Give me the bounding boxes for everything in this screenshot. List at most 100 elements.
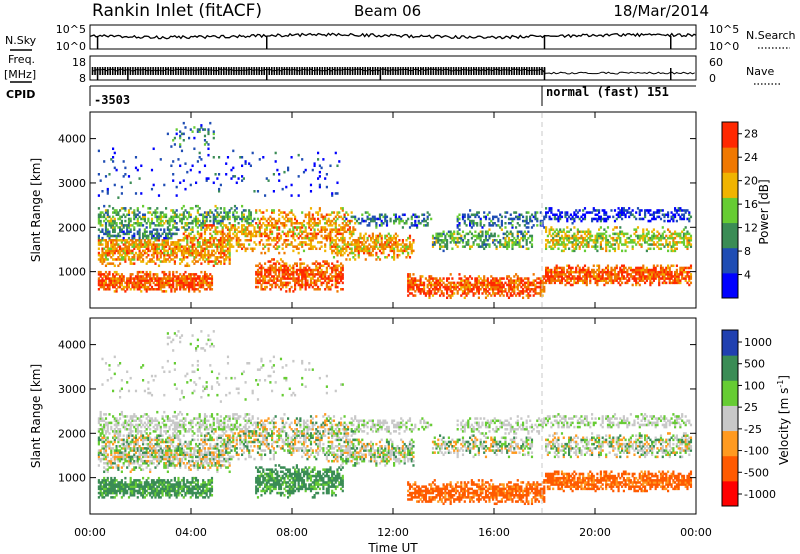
heatmap-cell	[619, 230, 622, 234]
heatmap-cell	[189, 183, 192, 187]
heatmap-cell	[375, 241, 378, 244]
heatmap-cell	[580, 277, 583, 280]
heatmap-cell	[304, 270, 307, 274]
heatmap-cell	[143, 288, 146, 291]
heatmap-cell	[104, 258, 108, 261]
heatmap-cell	[592, 275, 595, 278]
heatmap-cell	[560, 211, 564, 214]
heatmap-cell	[635, 281, 638, 285]
heatmap-cell	[127, 249, 131, 253]
heatmap-cell	[605, 277, 608, 280]
heatmap-cell	[483, 239, 486, 242]
heatmap-cell	[416, 279, 419, 282]
heatmap-cell	[559, 275, 562, 278]
heatmap-cell	[311, 168, 314, 172]
heatmap-cell	[615, 277, 618, 280]
heatmap-cell	[172, 283, 175, 287]
heatmap-cell	[159, 211, 162, 214]
heatmap-cell	[545, 207, 548, 210]
heatmap-cell	[320, 166, 323, 170]
heatmap-cell	[571, 266, 574, 270]
heatmap-cell	[325, 268, 328, 272]
heatmap-cell	[492, 217, 495, 221]
heatmap-cell	[108, 173, 111, 176]
freq-trace	[91, 67, 695, 80]
heatmap-cell	[476, 279, 479, 282]
heatmap-cell	[580, 219, 583, 223]
heatmap-cell	[124, 256, 127, 259]
heatmap-cell	[550, 211, 553, 214]
heatmap-cell	[138, 230, 141, 234]
heatmap-cell	[423, 285, 426, 289]
heatmap-cell	[221, 256, 224, 259]
heatmap-cell	[173, 241, 176, 244]
heatmap-cell	[210, 226, 214, 229]
heatmap-cell	[458, 277, 461, 280]
heatmap-cell	[207, 143, 210, 146]
heatmap-cell	[633, 277, 636, 280]
heatmap-cell	[315, 288, 318, 291]
heatmap-cell	[520, 290, 523, 293]
heatmap-cell	[578, 245, 581, 248]
heatmap-cell	[235, 207, 238, 210]
heatmap-cell	[624, 232, 627, 236]
heatmap-cell	[302, 230, 306, 234]
heatmap-cell	[122, 275, 125, 278]
heatmap-cell	[334, 277, 337, 280]
heatmap-cell	[633, 279, 636, 282]
heatmap-cell	[203, 211, 207, 214]
heatmap-cell	[622, 232, 625, 236]
heatmap-cell	[159, 224, 162, 227]
heatmap-cell	[195, 260, 198, 263]
heatmap-cell	[433, 285, 436, 289]
heatmap-cell	[621, 249, 624, 253]
heatmap-cell	[451, 292, 454, 295]
heatmap-cell	[189, 168, 192, 172]
heatmap-cell	[387, 243, 390, 246]
heatmap-cell	[324, 226, 327, 229]
heatmap-cell	[477, 292, 480, 295]
heatmap-cell	[191, 247, 194, 251]
heatmap-cell	[271, 266, 274, 270]
heatmap-cell	[295, 268, 298, 272]
heatmap-cell	[223, 211, 226, 214]
heatmap-cell	[292, 270, 295, 274]
heatmap-cell	[626, 273, 629, 276]
heatmap-cell	[636, 268, 640, 272]
heatmap-cell	[511, 243, 514, 246]
heatmap-cell	[309, 224, 313, 227]
heatmap-cell	[207, 226, 210, 229]
heatmap-cell	[157, 283, 161, 287]
heatmap-cell	[605, 281, 608, 285]
heatmap-cell	[157, 258, 161, 261]
heatmap-cell	[287, 277, 290, 280]
heatmap-cell	[182, 215, 185, 219]
heatmap-cell	[269, 266, 272, 270]
heatmap-cell	[499, 241, 502, 244]
heatmap-cell	[557, 270, 560, 274]
heatmap-cell	[209, 215, 212, 219]
heatmap-cell	[553, 268, 556, 272]
heatmap-cell	[644, 215, 647, 219]
heatmap-cell	[568, 215, 571, 219]
cpid-row: CPID -3503 normal (fast) 151	[6, 85, 696, 107]
heatmap-cell	[196, 253, 199, 257]
heatmap-cell	[449, 281, 452, 285]
heatmap-cell	[241, 219, 244, 223]
heatmap-cell	[320, 281, 323, 285]
heatmap-cell	[629, 241, 632, 244]
heatmap-cell	[580, 215, 583, 219]
heatmap-cell	[499, 239, 502, 242]
heatmap-cell	[555, 217, 558, 221]
heatmap-cell	[499, 226, 502, 229]
heatmap-cell	[115, 290, 118, 293]
heatmap-cell	[150, 219, 154, 223]
heatmap-cell	[444, 288, 447, 291]
heatmap-cell	[207, 245, 210, 248]
heatmap-cell	[507, 283, 511, 287]
heatmap-cell	[265, 234, 268, 238]
heatmap-cell	[414, 213, 417, 217]
heatmap-cell	[520, 232, 523, 236]
heatmap-cell	[334, 215, 337, 219]
heatmap-cell	[476, 281, 479, 285]
